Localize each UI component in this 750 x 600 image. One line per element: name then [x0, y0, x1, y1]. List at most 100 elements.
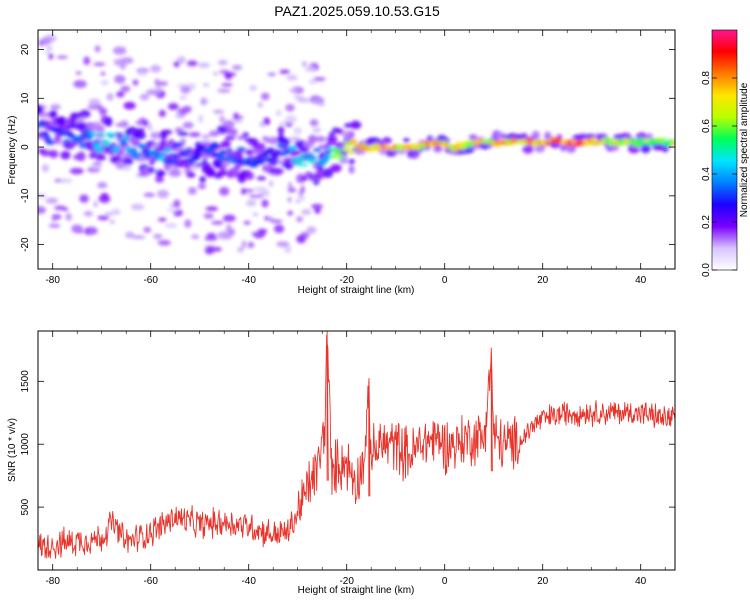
spectrogram-x-tick-label: -20	[339, 275, 354, 286]
spectral-blob	[216, 170, 228, 177]
spectral-blob	[155, 169, 164, 178]
spectral-blob	[99, 132, 105, 137]
spectral-blob	[302, 163, 308, 167]
spectral-blob	[113, 132, 124, 136]
spectral-blob	[222, 214, 236, 222]
spectral-blob	[186, 173, 196, 178]
spectral-blob	[311, 155, 318, 160]
spectral-blob	[177, 131, 189, 137]
spectral-blob	[208, 149, 216, 154]
spectral-blob	[209, 142, 220, 149]
spectral-blob	[159, 151, 167, 157]
spectral-blob	[209, 130, 220, 137]
snr-x-tick-label: 20	[537, 576, 549, 587]
colorbar: 0.0 0.2 0.4 0.6 0.8 Normalized spectral ampl…	[701, 29, 750, 277]
colorbar-ticks: 0.0 0.2 0.4 0.6 0.8	[701, 71, 737, 277]
spectral-blob	[83, 210, 93, 217]
spectral-blob	[261, 199, 269, 208]
spectral-blob	[48, 53, 54, 60]
spectral-blob	[223, 120, 235, 129]
spectral-blob	[293, 95, 304, 99]
spectral-blob	[276, 109, 282, 117]
spectral-blob	[196, 163, 204, 167]
colorbar-tick-label: 0.0	[701, 263, 712, 277]
spectral-blob	[219, 115, 225, 124]
snr-y-tick-label: 500	[20, 498, 31, 515]
spectral-blob	[201, 134, 211, 140]
spectral-blob	[45, 197, 59, 204]
spectral-blob	[309, 159, 316, 165]
spectral-blob	[270, 219, 283, 224]
spectral-blob	[228, 167, 240, 178]
spectral-blob	[41, 164, 49, 173]
spectral-blob	[112, 145, 121, 152]
snr-y-tick-label: 1500	[20, 370, 31, 393]
spectral-blob	[172, 159, 179, 164]
spectral-blob	[293, 127, 302, 135]
spectral-blob	[206, 167, 215, 177]
spectral-blob	[130, 203, 145, 211]
spectral-blob	[628, 144, 640, 154]
spectral-blob	[45, 50, 51, 55]
snr-x-tick-label: 40	[635, 576, 647, 587]
spectral-blob	[134, 127, 146, 133]
spectral-blob	[271, 169, 283, 176]
spectral-blob	[179, 107, 187, 116]
spectral-blob	[212, 109, 225, 114]
spectral-blob	[306, 226, 317, 234]
spectral-blob	[164, 223, 178, 228]
spectral-blob	[232, 150, 244, 156]
spectral-blob	[55, 116, 68, 126]
spectral-blob	[263, 117, 271, 126]
spectral-blob	[260, 92, 270, 101]
spectral-blob	[162, 129, 173, 135]
spectral-blob	[289, 136, 301, 142]
spectral-blob	[158, 217, 167, 222]
spectral-blob	[302, 153, 313, 159]
spectral-blob	[39, 37, 52, 46]
spectral-blob	[45, 139, 56, 145]
spectral-amplitude-blobs	[38, 34, 675, 255]
spectral-blob	[403, 138, 410, 143]
spectral-blob	[198, 114, 204, 124]
spectral-blob	[263, 157, 274, 163]
spectral-blob	[330, 163, 342, 172]
spectral-blob	[288, 88, 298, 93]
spectral-blob	[71, 224, 83, 233]
spectral-blob	[609, 144, 620, 152]
spectral-blob	[109, 219, 116, 224]
spectral-blob	[93, 62, 106, 66]
spectral-blob	[267, 72, 276, 77]
spectral-blob	[143, 226, 152, 233]
spectrogram-y-tick-label: 20	[20, 44, 31, 56]
spectral-blob	[245, 199, 257, 207]
spectral-blob	[113, 58, 126, 66]
spectral-blob	[241, 240, 247, 249]
spectrogram-x-tick-label: -80	[45, 275, 60, 286]
spectral-blob	[50, 110, 58, 117]
spectral-blob	[132, 138, 140, 145]
spectral-blob	[48, 149, 59, 159]
spectrogram-x-axis-label: Height of straight line (km)	[298, 285, 415, 296]
spectral-blob	[151, 142, 160, 147]
snr-x-tick-label: -40	[241, 576, 256, 587]
spectral-blob	[522, 144, 534, 154]
spectral-blob	[38, 206, 47, 214]
spectral-blob	[173, 199, 181, 208]
spectral-blob	[65, 212, 72, 221]
spectral-blob	[316, 164, 324, 173]
spectral-blob	[296, 173, 306, 184]
spectral-blob	[211, 221, 224, 225]
spectral-blob	[97, 181, 108, 189]
spectral-blob	[148, 167, 156, 173]
spectral-blob	[279, 121, 287, 126]
spectrogram-x-ticks: -80 -60 -40 -20 0 20 40	[45, 30, 666, 286]
spectral-blob	[268, 180, 274, 187]
spectral-blob	[115, 159, 126, 170]
spectral-blob	[79, 109, 91, 119]
spectral-blob	[171, 167, 180, 177]
snr-x-tick-label: -80	[45, 576, 60, 587]
spectral-blob	[327, 136, 337, 146]
spectral-blob	[256, 158, 265, 165]
spectral-blob	[216, 125, 228, 134]
